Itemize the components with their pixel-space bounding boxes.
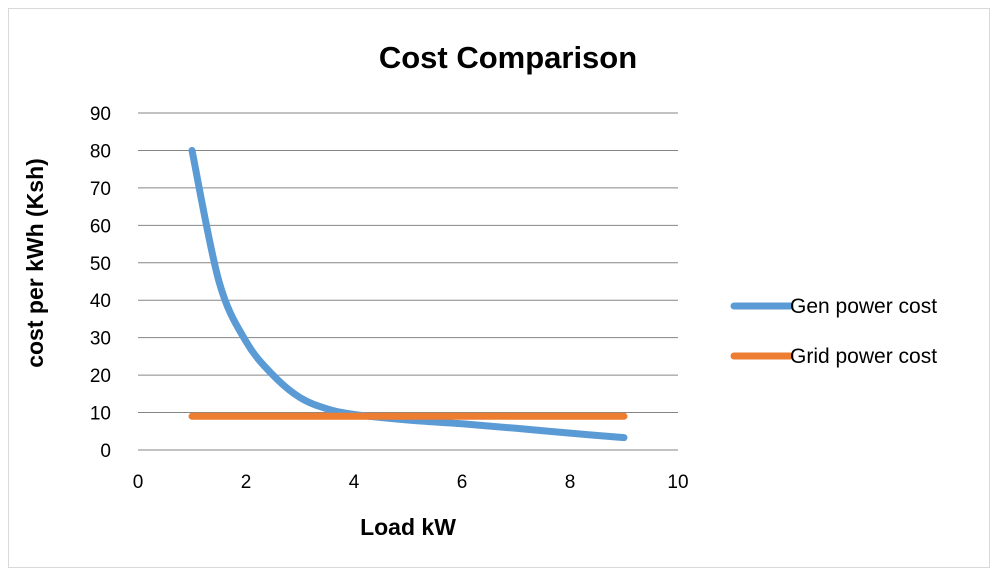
y-tick-label: 70 <box>90 179 111 200</box>
y-tick-label: 90 <box>90 104 111 125</box>
x-axis-title: Load kW <box>360 514 456 540</box>
y-tick-label: 10 <box>90 404 111 425</box>
x-tick-label: 2 <box>241 472 252 493</box>
chart-title: Cost Comparison <box>379 40 637 75</box>
x-tick-label: 10 <box>667 472 688 493</box>
gridlines <box>138 112 678 451</box>
y-tick-label: 20 <box>90 366 111 387</box>
x-tick-label: 8 <box>565 472 576 493</box>
x-tick-label: 6 <box>457 472 468 493</box>
y-tick-label: 60 <box>90 216 111 237</box>
legend-entry-gen-power-cost: Gen power cost <box>730 295 937 318</box>
y-axis-title: cost per kWh (Ksh) <box>22 158 48 368</box>
legend: Gen power cost Grid power cost <box>730 295 937 368</box>
legend-entry-grid-power-cost: Grid power cost <box>730 345 937 368</box>
gen-power-cost-line <box>188 146 628 442</box>
y-tick-label: 30 <box>90 329 111 350</box>
legend-label: Grid power cost <box>790 345 937 368</box>
x-axis-tick-labels: 0 2 4 6 8 10 <box>133 472 689 493</box>
x-tick-label: 0 <box>133 472 144 493</box>
plot-series <box>188 146 628 442</box>
y-tick-label: 40 <box>90 291 111 312</box>
y-tick-label: 0 <box>100 441 111 462</box>
chart-area <box>8 8 990 568</box>
y-tick-label: 80 <box>90 141 111 162</box>
y-tick-label: 50 <box>90 254 111 275</box>
y-axis-tick-labels: 0 10 20 30 40 50 60 70 80 90 <box>90 104 111 462</box>
x-tick-label: 4 <box>349 472 360 493</box>
legend-label: Gen power cost <box>790 295 937 318</box>
